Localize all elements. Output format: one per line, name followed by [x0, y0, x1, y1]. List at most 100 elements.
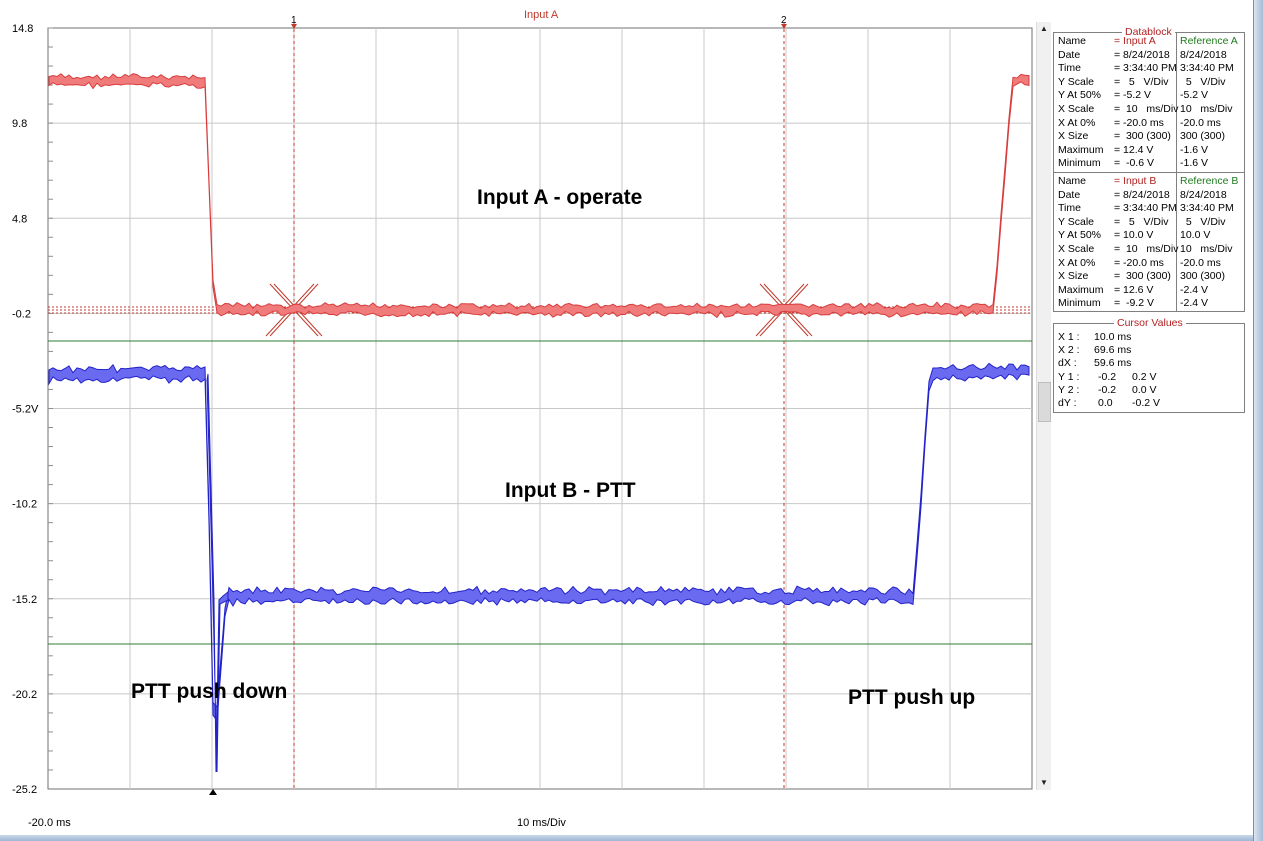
datablock-label: Time	[1058, 62, 1081, 75]
cursor-x1-row: X 1 : 10.0 ms	[1058, 331, 1238, 344]
cursor-x2-row: X 2 : 69.6 ms	[1058, 344, 1238, 357]
datablock-row: Name = Input A Reference A	[1056, 35, 1242, 48]
plot-title: Input A	[524, 9, 559, 21]
datablock-row: X At 0% = -20.0 ms -20.0 ms	[1056, 117, 1242, 130]
datablock-row: Y At 50% = 10.0 V 10.0 V	[1056, 229, 1242, 242]
datablock-row: X Size = 300 (300) 300 (300)	[1056, 270, 1242, 283]
ptt-down-annotation: PTT push down	[131, 680, 288, 703]
datablock-row: X Scale = 10 ms/Div 10 ms/Div	[1056, 243, 1242, 256]
y-tick-label: 9.8	[12, 118, 27, 130]
datablock-reference-value: -5.2 V	[1180, 89, 1209, 102]
window-frame-right	[1253, 0, 1263, 841]
datablock-value: = 10 ms/Div	[1114, 243, 1179, 255]
cursor-dx-row: dX : 59.6 ms	[1058, 357, 1238, 370]
datablock-reference-value: 10 ms/Div	[1180, 103, 1233, 115]
datablock-title: Datablock	[1122, 25, 1175, 39]
x-scale-label: 10 ms/Div	[517, 817, 566, 829]
datablock-row: Minimum = -0.6 V -1.6 V	[1056, 157, 1242, 170]
datablock-section-input-a: Name = Input A Reference A Date = 8/24/2018 8…	[1056, 35, 1242, 171]
datablock-label: Y At 50%	[1058, 89, 1102, 102]
cursor-dx-label: dX :	[1058, 357, 1077, 369]
x-origin-label: -20.0 ms	[28, 817, 71, 829]
datablock-row: Time = 3:34:40 PM 3:34:40 PM	[1056, 62, 1242, 75]
datablock-reference-value: 10.0 V	[1180, 229, 1211, 242]
scroll-down-icon[interactable]: ▼	[1040, 778, 1048, 787]
input-b-spike	[206, 373, 229, 773]
y-tick-label: -0.2	[12, 308, 31, 320]
trigger-marker-icon	[209, 789, 217, 795]
scope-plot-area[interactable]: 14.8 9.8 4.8 -0.2 -5.2V -10.2 -15.2 -20.2 -25.2 -…	[0, 0, 1036, 841]
datablock-row: Date = 8/24/2018 8/24/2018	[1056, 49, 1242, 62]
datablock-value: = 8/24/2018	[1114, 48, 1170, 61]
datablock-value: = 3:34:40 PM	[1114, 62, 1177, 75]
cursor-marker-icon	[781, 24, 787, 29]
cursor-x2-value: 69.6 ms	[1094, 344, 1132, 356]
cursor-x1-value: 10.0 ms	[1094, 331, 1132, 343]
cursor-y1-value-a: -0.2	[1098, 371, 1117, 383]
datablock-reference-value: 5 V/Div	[1180, 75, 1226, 88]
datablock-reference-value: -20.0 ms	[1180, 116, 1221, 129]
datablock-reference-value: -1.6 V	[1180, 143, 1209, 156]
cursor-dx-value: 59.6 ms	[1094, 357, 1132, 369]
datablock-reference-value: 5 V/Div	[1180, 215, 1226, 228]
datablock-row: Minimum = -9.2 V -2.4 V	[1056, 297, 1242, 310]
datablock-value: = 8/24/2018	[1114, 188, 1170, 201]
datablock-label: Y Scale	[1058, 75, 1094, 88]
datablock-value: = 10.0 V	[1114, 229, 1154, 242]
y-tick-label: -5.2V	[12, 404, 39, 416]
datablock-label: Date	[1058, 48, 1081, 61]
datablock-label: Maximum	[1058, 283, 1104, 296]
scroll-up-icon[interactable]: ▲	[1040, 24, 1048, 33]
ptt-up-annotation: PTT push up	[848, 686, 976, 709]
datablock-label: Y At 50%	[1058, 229, 1102, 242]
datablock-reference-value: -1.6 V	[1180, 157, 1209, 170]
datablock-value: = Input B	[1114, 175, 1157, 187]
datablock-label: Date	[1058, 188, 1081, 201]
datablock-value: = 300 (300)	[1114, 130, 1171, 143]
datablock-value: = -20.0 ms	[1114, 116, 1164, 129]
cursor-label-1: 1	[291, 15, 297, 26]
y-tick-label: -20.2	[12, 689, 37, 701]
datablock-label: Y Scale	[1058, 215, 1094, 228]
datablock-row: Time = 3:34:40 PM 3:34:40 PM	[1056, 202, 1242, 215]
datablock-row: X At 0% = -20.0 ms -20.0 ms	[1056, 257, 1242, 270]
datablock-label: Name	[1058, 35, 1087, 47]
y-tick-label: -25.2	[12, 784, 37, 796]
cursor-label-2: 2	[781, 15, 787, 26]
datablock-reference-value: -2.4 V	[1180, 297, 1209, 310]
datablock-value: = 5 V/Div	[1114, 215, 1169, 228]
datablock-row: Y Scale = 5 V/Div 5 V/Div	[1056, 76, 1242, 89]
datablock-label: X At 0%	[1058, 116, 1096, 129]
input-a-annotation: Input A - operate	[477, 186, 643, 209]
datablock-row: X Scale = 10 ms/Div 10 ms/Div	[1056, 103, 1242, 116]
vertical-scrollbar[interactable]: ▲ ▼	[1036, 22, 1051, 790]
datablock-value: = 12.4 V	[1114, 143, 1154, 156]
input-b-trace	[48, 362, 1030, 723]
datablock-row: X Size = 300 (300) 300 (300)	[1056, 130, 1242, 143]
cursor-x2-label: X 2 :	[1058, 344, 1080, 356]
datablock-value: = Input A	[1114, 35, 1156, 47]
datablock-value: = 3:34:40 PM	[1114, 202, 1177, 215]
datablock-reference-value: -2.4 V	[1180, 283, 1209, 296]
y-tick-label: -15.2	[12, 594, 37, 606]
datablock-row: Maximum = 12.4 V -1.6 V	[1056, 144, 1242, 157]
y-tick-label: 14.8	[12, 23, 33, 35]
window-frame-bottom	[0, 835, 1253, 841]
cursor-y1-label: Y 1 :	[1058, 371, 1080, 383]
cursor-marker-icon	[291, 24, 297, 29]
datablock-row: Y At 50% = -5.2 V -5.2 V	[1056, 89, 1242, 102]
datablock-value: = -5.2 V	[1114, 89, 1152, 102]
cursor-dy-value-b: -0.2 V	[1132, 397, 1161, 409]
datablock-row: Name = Input B Reference B	[1056, 175, 1242, 188]
cursor-y2-row: Y 2 : -0.2 0.0 V	[1058, 384, 1238, 397]
datablock-section-divider	[1054, 172, 1244, 173]
datablock-label: Maximum	[1058, 143, 1104, 156]
datablock-reference-value: 300 (300)	[1180, 130, 1225, 143]
datablock-label: Name	[1058, 175, 1087, 187]
scrollbar-thumb[interactable]	[1038, 382, 1051, 422]
datablock-label: Time	[1058, 202, 1081, 215]
datablock-label: X Size	[1058, 130, 1089, 143]
cursor-values-title: Cursor Values	[1114, 316, 1186, 330]
cursor-dy-label: dY :	[1058, 397, 1077, 409]
input-a-trace	[48, 73, 1030, 319]
